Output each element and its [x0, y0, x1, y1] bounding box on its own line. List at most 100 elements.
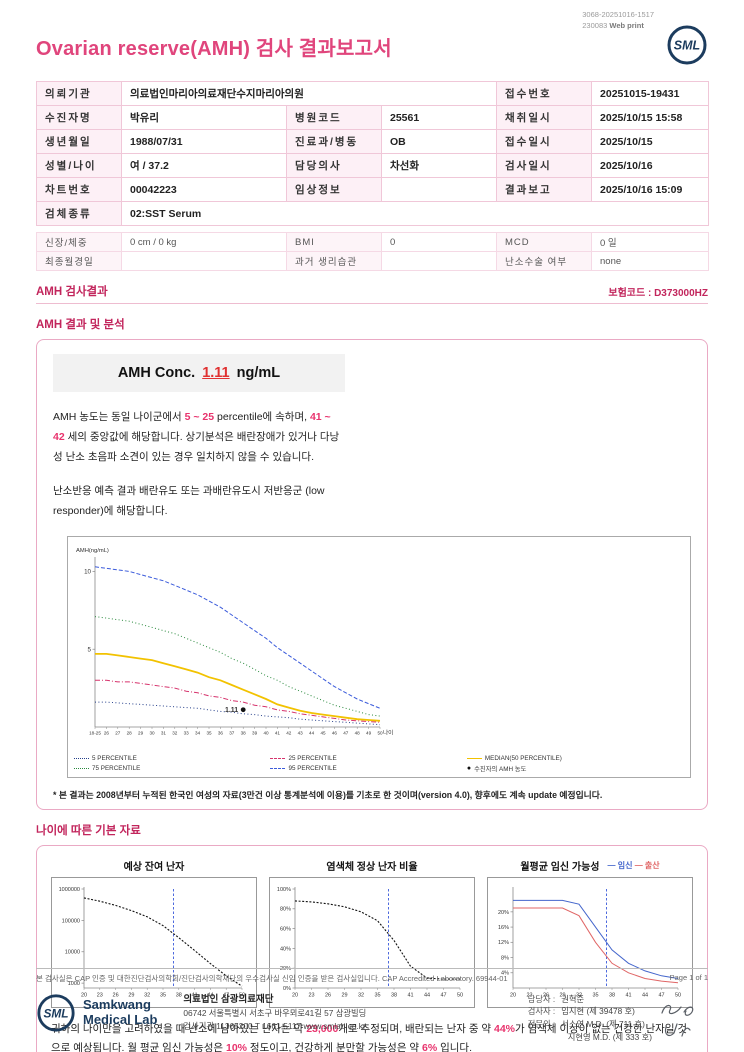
svg-text:29: 29	[559, 992, 565, 998]
percentile-range: 5 ~ 25	[184, 411, 215, 423]
info-label: 임상정보	[286, 177, 382, 202]
svg-text:SML: SML	[43, 1006, 68, 1020]
svg-text:20%: 20%	[498, 909, 509, 915]
svg-text:38: 38	[391, 992, 397, 998]
svg-text:AMH(ng/mL): AMH(ng/mL)	[76, 548, 109, 554]
svg-text:36: 36	[218, 730, 224, 735]
svg-text:32: 32	[172, 730, 178, 735]
body-value	[121, 251, 287, 271]
svg-text:44: 44	[642, 992, 648, 998]
legend-item: 5 PERCENTILE	[74, 755, 262, 762]
svg-text:80%: 80%	[280, 906, 291, 912]
legend-item: 75 PERCENTILE	[74, 764, 262, 773]
body-label: 난소수술 여부	[496, 251, 592, 271]
svg-text:46: 46	[332, 730, 338, 735]
svg-text:47: 47	[440, 992, 446, 998]
remaining-eggs-chart-svg: 1000 10000 100000 1000000 20 23 26 29 32 35 38 41 44…	[59, 887, 245, 999]
web-print-label: Web print	[609, 20, 644, 30]
analysis-text-column: AMH Conc. 1.11 ng/mL AMH 농도는 동일 나이군에서 5 …	[53, 354, 345, 536]
svg-text:40: 40	[263, 730, 269, 735]
svg-text:100000: 100000	[62, 918, 80, 924]
analysis-section-title: AMH 결과 및 분석	[36, 319, 125, 331]
svg-text:12%: 12%	[498, 940, 509, 946]
legend-item: 95 PERCENTILE	[270, 764, 458, 773]
normal-egg-percent: 44%	[493, 1022, 515, 1035]
birth-percent: 6%	[421, 1042, 438, 1052]
insurance-code: 보험코드 : D373000HZ	[608, 288, 708, 299]
svg-text:44: 44	[207, 992, 213, 998]
svg-text:10: 10	[84, 568, 91, 575]
cap-certification-text: 본 검사실은 CAP 인증 및 대한진단검사의학회/진단검사의학재단의 우수검사…	[36, 973, 508, 983]
footer-staff-block: 담당자 : 권혁준 검사자 : 임지현 (제 39478 호) 전문의 : 서소연 M…	[527, 993, 652, 1043]
age-section-title: 나이에 따른 기본 자료	[36, 824, 141, 837]
svg-text:1000: 1000	[68, 981, 80, 987]
estimated-eggs-value: 23,000	[306, 1022, 339, 1035]
sml-footer-logo-icon: SML	[37, 993, 75, 1032]
report-footer: 본 검사실은 CAP 인증 및 대한진단검사의학회/진단검사의학재단의 우수검사…	[36, 967, 708, 1044]
body-value: 0	[381, 232, 497, 252]
svg-text:32: 32	[144, 992, 150, 998]
info-value: 박유리	[121, 105, 287, 130]
analysis-paragraph-1: AMH 농도는 동일 나이군에서 5 ~ 25 percentile에 속하며,…	[53, 411, 340, 463]
info-label: 차트번호	[36, 177, 122, 202]
signature	[661, 1004, 694, 1037]
svg-text:32: 32	[576, 992, 582, 998]
report-header: Ovarian reserve(AMH) 검사 결과보고서 SML	[36, 24, 708, 69]
analysis-footnote: * 본 결과는 2008년부터 누적된 한국인 여성의 자료(3만건 이상 통계…	[53, 789, 603, 800]
svg-text:23: 23	[97, 992, 103, 998]
pregnancy-chance-title: 월평균 임신 가능성	[520, 861, 600, 873]
svg-text:41: 41	[275, 730, 281, 735]
info-label: 진료과/병동	[286, 129, 382, 154]
svg-text:50: 50	[457, 992, 463, 998]
normal-egg-ratio-chart-block: 염색체 정상 난자 비율 0% 20% 40% 60% 80% 100% 20 23 26 29 3…	[269, 858, 475, 1008]
body-label: 과거 생리습관	[286, 251, 382, 271]
svg-text:37: 37	[229, 730, 235, 735]
svg-text:35: 35	[160, 992, 166, 998]
info-value: 00042223	[121, 177, 287, 202]
svg-text:26: 26	[325, 992, 331, 998]
svg-text:48: 48	[355, 730, 361, 735]
info-value: 2025/10/16 15:09	[591, 177, 710, 202]
svg-text:38: 38	[241, 730, 247, 735]
svg-text:43: 43	[298, 730, 304, 735]
footer-main-row: SML Samkwang Medical Lab 의료법인 삼광의료재단 067…	[36, 993, 708, 1044]
body-label: 신장/체중	[36, 232, 122, 252]
info-label: 성별/나이	[36, 153, 122, 178]
svg-text:41: 41	[625, 992, 631, 998]
svg-text:50: 50	[377, 730, 383, 735]
legend-item: ● 수진자의 AMH 농도	[466, 764, 527, 773]
info-label: 채취일시	[496, 105, 593, 130]
svg-text:45: 45	[320, 730, 326, 735]
body-label: 최종월경일	[36, 251, 122, 271]
org-address: 06742 서울특별시 서초구 바우뫼로41길 57 삼광빌딩	[183, 1008, 367, 1019]
sml-logo-icon: SML	[666, 24, 708, 69]
footer-org-block: 의료법인 삼광의료재단 06742 서울특별시 서초구 바우뫼로41길 57 삼…	[183, 993, 366, 1033]
info-value: 02:SST Serum	[120, 201, 710, 226]
pregnancy-chart-legend: — 임신 — 출산	[607, 860, 660, 870]
info-label: 결과보고	[496, 177, 593, 202]
svg-text:10000: 10000	[65, 949, 80, 955]
svg-text:26: 26	[104, 730, 110, 735]
svg-text:39: 39	[252, 730, 258, 735]
info-value: OB	[380, 129, 498, 154]
svg-text:27: 27	[115, 730, 121, 735]
info-label: 병원코드	[286, 105, 382, 130]
svg-text:32: 32	[358, 992, 364, 998]
info-value	[380, 177, 498, 202]
info-value: 여 / 37.2	[121, 153, 287, 178]
info-label: 의뢰기관	[36, 81, 122, 106]
print-no: 230083	[582, 20, 608, 30]
svg-text:47: 47	[223, 992, 229, 998]
svg-text:23: 23	[308, 992, 314, 998]
body-value: none	[591, 251, 709, 271]
staff-manager: 권혁준	[561, 993, 585, 1004]
page-number: Page 1 of 1	[669, 972, 708, 982]
info-value: 2025/10/16	[591, 153, 710, 178]
amh-concentration: AMH Conc. 1.11 ng/mL	[53, 354, 345, 392]
svg-text:33: 33	[184, 730, 190, 735]
svg-text:38: 38	[176, 992, 182, 998]
svg-text:34: 34	[195, 730, 201, 735]
body-label: BMI	[286, 232, 382, 252]
svg-text:29: 29	[138, 730, 144, 735]
patient-info-table: 의뢰기관 의료법인마리아의료재단수지마리아의원 접수번호 20251015-19…	[36, 81, 710, 226]
